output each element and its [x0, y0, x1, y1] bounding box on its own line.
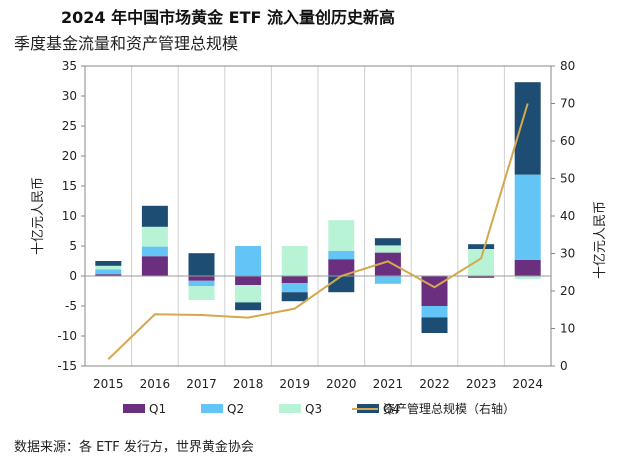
bar-q1-2015	[95, 274, 122, 276]
x-tick-label: 2018	[233, 377, 264, 391]
y2-tick-label: 80	[560, 59, 575, 73]
legend-swatch-q1	[123, 404, 145, 413]
bar-q3-2017	[188, 286, 215, 300]
y-tick-label: -15	[57, 359, 77, 373]
y2-tick-label: 0	[560, 359, 568, 373]
y2-tick-label: 30	[560, 247, 575, 261]
y2-tick-label: 70	[560, 97, 575, 111]
bar-q4-2021	[374, 238, 401, 246]
y-tick-label: 0	[69, 269, 77, 283]
bar-q1-2020	[328, 259, 355, 276]
legend-label-q2: Q2	[227, 402, 244, 416]
y2-tick-label: 10	[560, 322, 575, 336]
data-source-note: 数据来源：各 ETF 发行方，世界黄金协会	[14, 440, 254, 455]
bar-q4-2016	[141, 205, 168, 227]
legend-label-aum: 资产管理总规模（右轴）	[383, 401, 515, 416]
bar-q2-2021	[374, 276, 401, 284]
bar-q3-2015	[95, 265, 122, 270]
bar-q2-2017	[188, 280, 215, 287]
y-tick-label: 30	[62, 89, 77, 103]
x-tick-label: 2017	[186, 377, 217, 391]
y2-tick-label: 60	[560, 134, 575, 148]
bar-q3-2018	[235, 285, 262, 303]
bar-q1-2024	[514, 259, 541, 276]
y-tick-label: 25	[62, 119, 77, 133]
bar-q2-2022	[421, 306, 448, 318]
legend-label-q4: Q4	[383, 402, 400, 416]
bar-q3-2023	[468, 249, 495, 276]
y-tick-label: 10	[62, 209, 77, 223]
bar-q3-2020	[328, 220, 355, 251]
bar-q4-2019	[281, 292, 308, 302]
x-tick-label: 2021	[373, 377, 404, 391]
bar-q4-2015	[95, 261, 122, 266]
y-tick-label: 15	[62, 179, 77, 193]
x-tick-label: 2019	[279, 377, 310, 391]
chart-title: 2024 年中国市场黄金 ETF 流入量创历史新高	[61, 8, 396, 27]
bar-q1-2016	[141, 256, 168, 276]
chart-subtitle: 季度基金流量和资产管理总规模	[14, 34, 239, 53]
bar-q1-2023	[468, 276, 495, 278]
bar-q4-2023	[468, 244, 495, 249]
bar-q4-2024	[514, 82, 541, 175]
bar-q1-2017	[188, 276, 215, 281]
bar-q2-2015	[95, 269, 122, 275]
x-tick-label: 2023	[466, 377, 497, 391]
bar-q4-2018	[235, 302, 262, 311]
y-tick-label: 20	[62, 149, 77, 163]
y-tick-label: -10	[57, 329, 77, 343]
legend-label-q1: Q1	[149, 402, 166, 416]
bar-q4-2020	[328, 276, 355, 293]
y-tick-label: 35	[62, 59, 77, 73]
y-axis-title: 十亿元人民币	[31, 177, 46, 255]
y-tick-label: 5	[69, 239, 77, 253]
bar-q2-2018	[235, 246, 262, 276]
bar-q3-2019	[281, 246, 308, 276]
bar-q1-2021	[374, 252, 401, 276]
x-tick-label: 2016	[140, 377, 171, 391]
aum-line	[107, 103, 529, 360]
bar-q4-2017	[188, 253, 215, 276]
x-tick-label: 2024	[512, 377, 543, 391]
bar-q2-2016	[141, 246, 168, 257]
legend-swatch-q2	[201, 404, 223, 413]
bar-q3-2021	[374, 245, 401, 253]
y2-tick-label: 40	[560, 209, 575, 223]
y2-tick-label: 20	[560, 284, 575, 298]
x-tick-label: 2020	[326, 377, 357, 391]
bar-q2-2019	[281, 283, 308, 293]
bar-q3-2016	[141, 226, 168, 247]
bar-q3-2024	[514, 276, 541, 279]
x-tick-label: 2015	[93, 377, 124, 391]
bar-q1-2019	[281, 276, 308, 284]
legend-label-q3: Q3	[305, 402, 322, 416]
x-tick-label: 2022	[419, 377, 450, 391]
y2-tick-label: 50	[560, 172, 575, 186]
y2-axis-title: 十亿元人民币	[593, 201, 608, 279]
y-tick-label: -5	[65, 299, 77, 313]
legend-swatch-q3	[279, 404, 301, 413]
bar-q2-2020	[328, 250, 355, 260]
bar-q1-2018	[235, 276, 262, 285]
bar-q4-2022	[421, 317, 448, 333]
bar-q2-2024	[514, 174, 541, 260]
